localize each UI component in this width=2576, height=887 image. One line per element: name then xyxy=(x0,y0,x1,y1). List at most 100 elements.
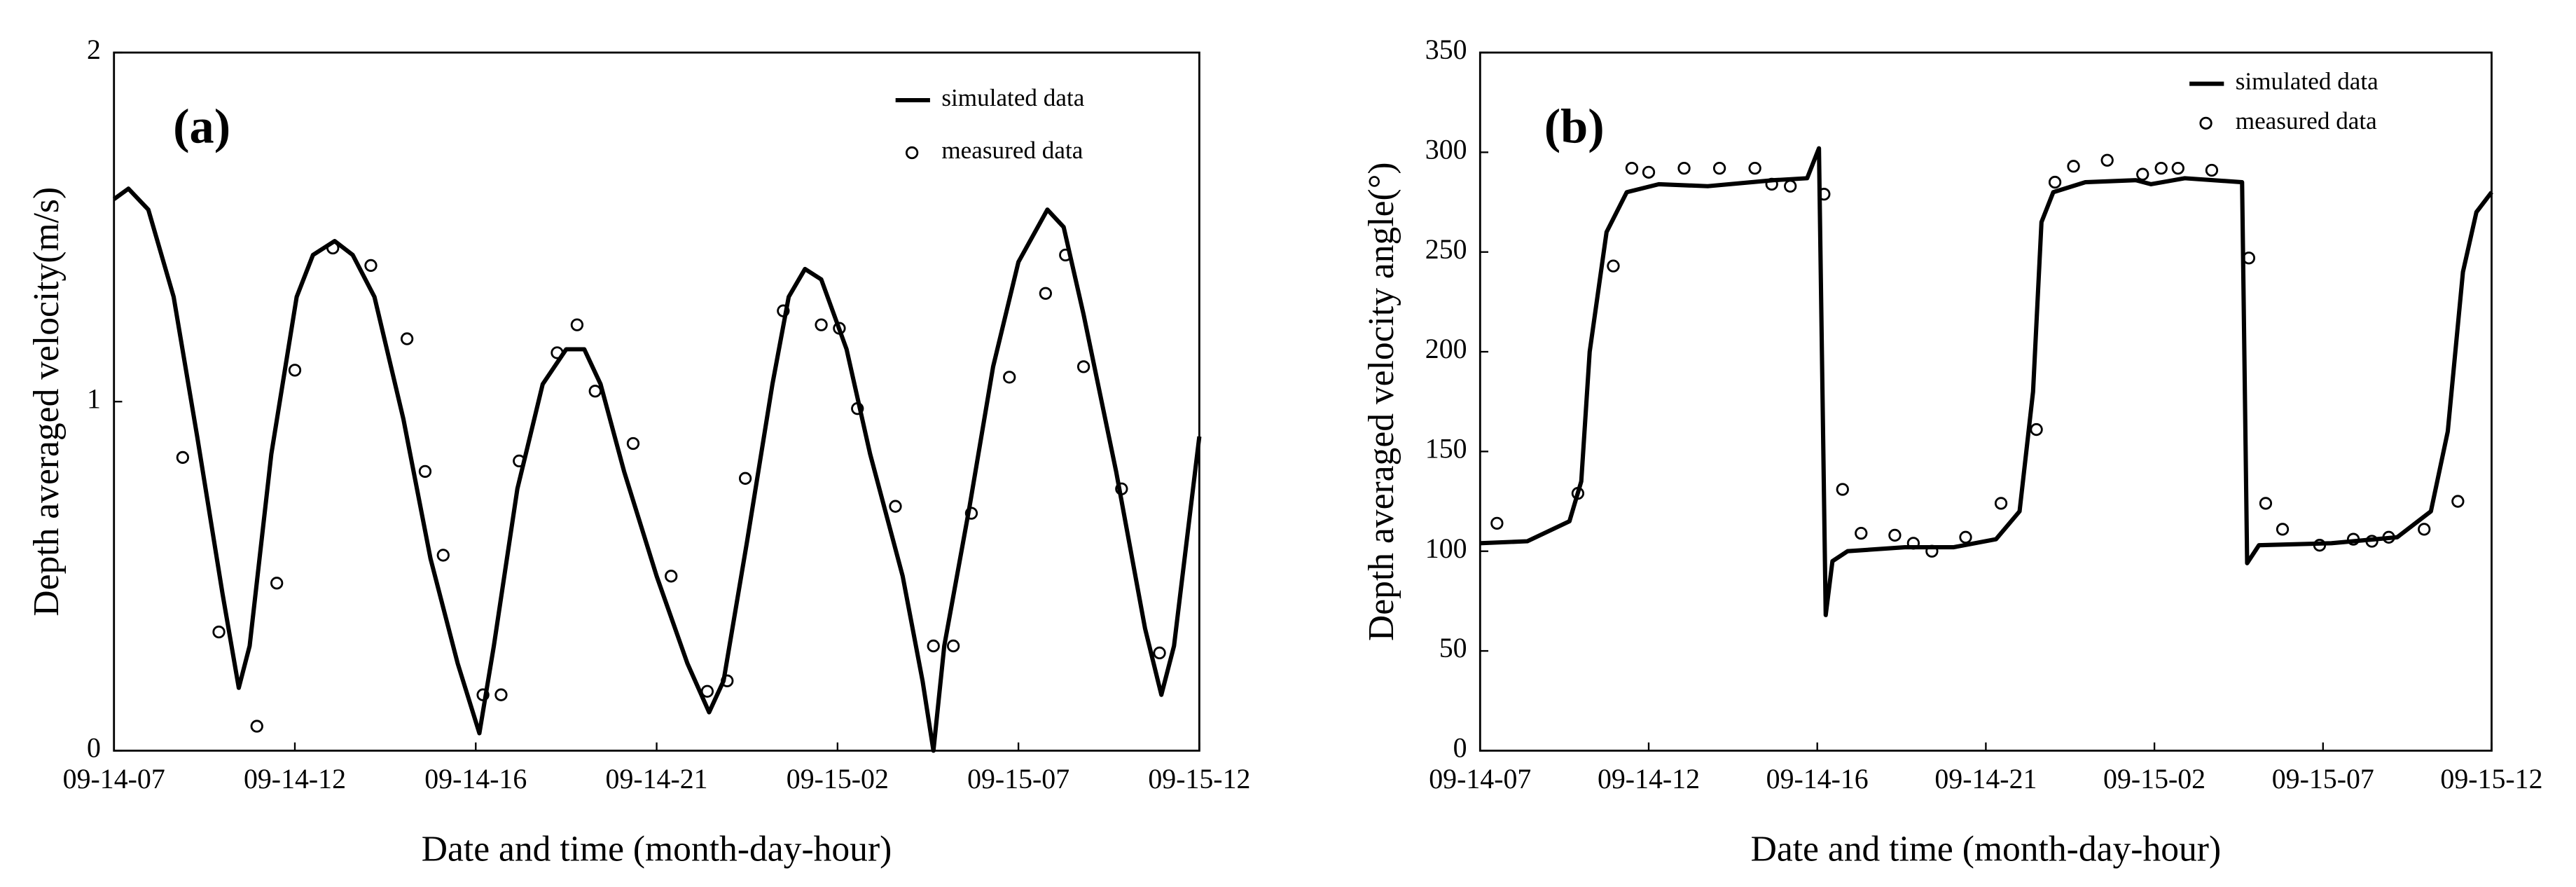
x-tick-label: 09-15-12 xyxy=(2440,763,2542,795)
measured-point xyxy=(1003,371,1016,384)
measured-point xyxy=(738,472,752,485)
measured-point xyxy=(1076,360,1090,373)
measured-point xyxy=(1888,528,1902,542)
measured-point xyxy=(2171,161,2184,175)
measured-point xyxy=(1490,516,1504,530)
simulated-line xyxy=(1480,146,2493,617)
x-tick-label: 09-15-07 xyxy=(2272,763,2374,795)
measured-point xyxy=(2067,160,2080,173)
measured-point xyxy=(2346,532,2360,546)
measured-point xyxy=(270,577,284,590)
measured-point xyxy=(626,436,640,451)
measured-point xyxy=(851,402,864,415)
legend-label: simulated data xyxy=(2236,68,2378,95)
measured-point xyxy=(1712,161,1726,175)
legend-marker xyxy=(2199,116,2213,130)
measured-point xyxy=(1994,497,2008,510)
measured-point xyxy=(777,304,790,317)
measured-point xyxy=(1115,482,1128,495)
measured-point xyxy=(364,259,378,273)
measured-point xyxy=(2154,161,2168,175)
measured-point xyxy=(2100,153,2114,167)
measured-point xyxy=(2242,252,2256,265)
x-tick-label: 09-15-07 xyxy=(967,763,1069,795)
measured-point xyxy=(815,318,828,331)
panel-label: (b) xyxy=(1544,99,1605,154)
legend-marker xyxy=(905,146,919,160)
measured-point xyxy=(418,465,432,478)
legend-label: measured data xyxy=(941,137,1083,164)
measured-point xyxy=(946,639,960,653)
measured-point xyxy=(550,346,564,359)
measured-point xyxy=(2048,175,2062,189)
x-tick-label: 09-14-16 xyxy=(1766,763,1869,795)
y-axis-label: Depth averaged velocity angle(°) xyxy=(1362,162,1401,640)
x-tick-label: 09-15-02 xyxy=(2103,763,2205,795)
y-tick-label: 50 xyxy=(1439,632,1467,663)
measured-point xyxy=(1784,179,1797,193)
measured-point xyxy=(1039,287,1053,300)
y-tick-label: 100 xyxy=(1425,532,1467,564)
measured-point xyxy=(1153,646,1166,660)
x-tick-label: 09-15-12 xyxy=(1148,763,1250,795)
measured-point xyxy=(400,332,414,345)
measured-point xyxy=(250,720,263,733)
legend-label: simulated data xyxy=(941,84,1084,111)
y-tick-label: 150 xyxy=(1425,433,1467,465)
y-tick-label: 0 xyxy=(87,732,101,764)
measured-point xyxy=(1855,526,1868,540)
plot-frame xyxy=(1479,51,2493,752)
simulated-line xyxy=(112,186,1202,753)
x-tick-label: 09-14-21 xyxy=(1934,763,2037,795)
y-tick-label: 250 xyxy=(1425,233,1467,265)
measured-point xyxy=(513,454,526,468)
measured-point xyxy=(1906,537,1920,550)
x-tick-label: 09-14-16 xyxy=(424,763,527,795)
x-tick-label: 09-14-07 xyxy=(63,763,165,795)
measured-point xyxy=(889,500,902,513)
measured-point xyxy=(1571,487,1585,500)
measured-point xyxy=(1059,248,1072,262)
measured-point xyxy=(2382,530,2395,544)
measured-point xyxy=(288,364,302,377)
measured-point xyxy=(1677,161,1691,175)
measured-point xyxy=(176,451,190,465)
measured-point xyxy=(2313,539,2327,552)
x-tick-label: 09-14-12 xyxy=(1598,763,1700,795)
legend-label: measured data xyxy=(2236,107,2377,135)
x-tick-label: 09-14-12 xyxy=(244,763,346,795)
measured-point xyxy=(2418,523,2431,536)
y-tick-label: 300 xyxy=(1425,134,1467,165)
measured-point xyxy=(665,570,678,583)
measured-point xyxy=(721,674,734,687)
y-axis-label: Depth averaged velocity(m/s) xyxy=(27,187,67,617)
measured-point xyxy=(2030,422,2043,436)
chart-panel: 0 50 100 150 200 250 300 350 09-14-07 09-14-12 09-… xyxy=(1362,34,2542,869)
measured-point xyxy=(326,241,340,255)
x-tick-label: 09-14-07 xyxy=(1429,763,1531,795)
measured-point xyxy=(570,318,584,331)
measured-point xyxy=(2205,163,2219,177)
measured-point xyxy=(2365,535,2378,548)
chart-panel: 0 1 2 09-14-07 09-14-12 09-14-16 09-14-21 09-15… xyxy=(27,34,1250,869)
measured-point xyxy=(1748,161,1761,175)
measured-point xyxy=(2451,495,2465,508)
measured-point xyxy=(2136,167,2149,181)
measured-point xyxy=(1817,188,1831,201)
measured-point xyxy=(494,688,508,701)
measured-point xyxy=(1642,165,1656,179)
measured-point xyxy=(476,688,490,701)
measured-point xyxy=(927,639,940,653)
y-tick-label: 2 xyxy=(87,34,101,65)
y-tick-label: 200 xyxy=(1425,333,1467,364)
measured-point xyxy=(212,625,226,639)
x-axis-label: Date and time (month-day-hour) xyxy=(1751,830,2222,869)
measured-point xyxy=(588,385,602,398)
measured-point xyxy=(833,322,846,335)
y-tick-label: 1 xyxy=(87,383,101,414)
measured-point xyxy=(1836,483,1849,496)
x-tick-label: 09-15-02 xyxy=(787,763,889,795)
measured-point xyxy=(1959,530,1972,544)
